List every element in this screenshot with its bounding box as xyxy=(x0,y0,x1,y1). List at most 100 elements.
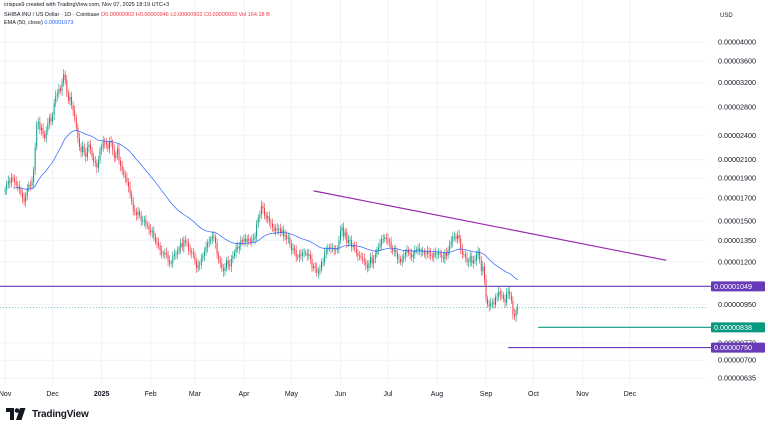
candle-body xyxy=(287,237,289,239)
candle-body xyxy=(412,254,414,258)
candle-body xyxy=(297,257,299,258)
candle-body xyxy=(267,216,269,219)
candle-body xyxy=(153,231,155,237)
candle-body xyxy=(140,215,142,222)
drawings-layer xyxy=(0,190,711,349)
candle-body xyxy=(50,117,52,122)
candle-body xyxy=(468,261,470,263)
candle-body xyxy=(112,143,114,150)
candle-body xyxy=(453,236,455,237)
x-tick-label: 2025 xyxy=(94,391,110,398)
candle-body xyxy=(85,152,87,158)
candle-body xyxy=(349,240,351,241)
y-tick-label: 0.00004000 xyxy=(718,38,756,47)
candle-body xyxy=(499,291,501,296)
candle-body xyxy=(487,298,489,305)
candle-body xyxy=(22,192,23,199)
x-tick-label: Dec xyxy=(624,391,637,398)
candle-body xyxy=(196,261,198,268)
candle-body xyxy=(88,144,90,148)
candle-body xyxy=(306,252,308,256)
candle-body xyxy=(12,177,14,179)
candle-body xyxy=(504,298,506,303)
candle-body xyxy=(115,154,117,158)
candle-body xyxy=(265,215,267,219)
candle-body xyxy=(14,178,16,182)
candle-body xyxy=(270,222,272,224)
candle-body xyxy=(197,264,199,268)
candle-body xyxy=(354,245,356,248)
currency-label[interactable]: USD xyxy=(720,13,733,19)
legend-ema-row: EMA (50, close) 0.00001073 xyxy=(4,20,73,27)
candle-body xyxy=(15,181,17,185)
candle-body xyxy=(184,240,186,242)
candle-body xyxy=(132,201,134,211)
candle-body xyxy=(33,170,35,182)
candle-body xyxy=(6,184,8,190)
candle-body xyxy=(433,252,435,258)
candle-body xyxy=(428,251,430,253)
ohlc-open: O0.00000902 xyxy=(100,12,135,18)
candle-body xyxy=(324,252,326,262)
candle-body xyxy=(491,302,493,304)
candle-body xyxy=(466,257,468,262)
candle-body xyxy=(63,74,65,83)
candle-body xyxy=(445,252,447,256)
candle-body xyxy=(61,82,63,91)
candle-body xyxy=(366,264,368,268)
candle-body xyxy=(64,74,66,80)
candle-body xyxy=(110,141,112,144)
candle-body xyxy=(501,295,503,296)
candle-body xyxy=(257,217,259,225)
candle-body xyxy=(316,267,318,273)
y-tick-label: 0.00001700 xyxy=(718,194,756,203)
candle-body xyxy=(442,257,444,259)
candle-body xyxy=(167,254,169,261)
candle-body xyxy=(509,291,511,296)
candle-body xyxy=(321,261,322,270)
candle-body xyxy=(113,149,115,158)
candle-body xyxy=(370,257,372,264)
candle-body xyxy=(393,250,395,252)
price-labels: 0.00001049 0.00000838 0.00000750 xyxy=(711,281,765,353)
candle-body xyxy=(116,148,118,155)
candle-body xyxy=(488,304,490,307)
candle-body xyxy=(142,221,144,222)
candle-body xyxy=(368,263,370,268)
y-tick-label: 0.00002400 xyxy=(718,131,756,140)
symbol-title[interactable]: SHIBA INU / US Dollar · 1D · Coinbase xyxy=(4,12,100,18)
candle-body xyxy=(29,184,31,186)
candle-body xyxy=(460,238,462,249)
candle-body xyxy=(129,186,131,194)
candle-body xyxy=(215,237,216,244)
candle-body xyxy=(392,248,394,252)
candle-body xyxy=(339,231,341,241)
candle-body xyxy=(91,150,93,158)
candle-body xyxy=(422,251,424,253)
ema-title[interactable]: EMA (50, close) xyxy=(4,20,43,26)
candle-body xyxy=(463,254,465,255)
candle-body xyxy=(278,228,280,230)
candle-body xyxy=(80,147,82,152)
candle-body xyxy=(332,248,334,250)
candle-body xyxy=(82,146,84,152)
candle-body xyxy=(313,266,315,268)
candle-body xyxy=(93,157,95,162)
candle-body xyxy=(162,254,164,255)
candle-body xyxy=(102,141,104,148)
candle-body xyxy=(268,216,270,223)
time-axis[interactable]: Nov Dec 2025 Feb Mar Apr May Jun Jul Aug Sep Oct Nov… xyxy=(0,391,637,398)
candle-body xyxy=(74,110,76,118)
tradingview-logo[interactable]: TradingView xyxy=(6,407,89,421)
candle-body xyxy=(273,227,275,232)
candle-body xyxy=(355,247,357,253)
candle-body xyxy=(42,127,44,134)
candle-body xyxy=(69,96,71,101)
candle-body xyxy=(96,163,98,168)
candle-body xyxy=(4,189,6,192)
candle-body xyxy=(401,258,403,262)
candle-body xyxy=(343,227,345,237)
candle-body xyxy=(207,243,209,248)
candle-body xyxy=(203,251,205,256)
candle-body xyxy=(188,243,190,251)
